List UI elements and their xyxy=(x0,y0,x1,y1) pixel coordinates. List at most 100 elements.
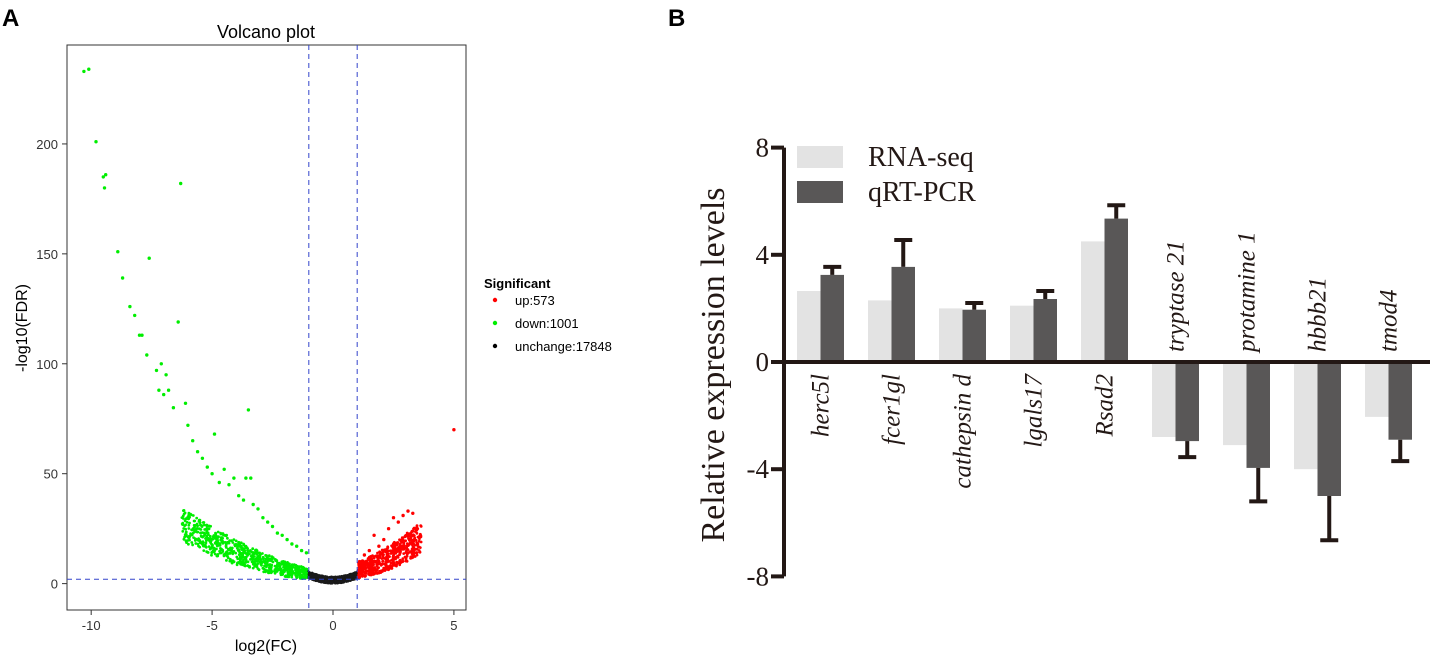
legend-label-down: down:1001 xyxy=(515,316,579,331)
unchange-point xyxy=(315,579,318,583)
down-point xyxy=(195,527,198,531)
down-point xyxy=(214,531,217,535)
down-point xyxy=(237,541,241,545)
unchange-point xyxy=(354,573,357,576)
down-point xyxy=(179,181,183,186)
y-tick-label: 50 xyxy=(44,467,58,482)
up-point xyxy=(411,550,414,553)
up-point xyxy=(376,566,380,570)
down-point xyxy=(301,576,305,580)
down-point xyxy=(271,560,275,564)
down-point xyxy=(201,521,205,524)
unchange-point xyxy=(324,579,327,582)
bar-qrt-pcr xyxy=(962,309,986,362)
unchange-point xyxy=(340,581,343,584)
up-point xyxy=(374,570,378,573)
up-point xyxy=(401,557,405,561)
volcano-y-axis-title: -log10(FDR) xyxy=(14,284,31,372)
up-point xyxy=(385,558,389,562)
up-point xyxy=(357,575,360,579)
down-point xyxy=(279,570,283,574)
volcano-y-ticks: 0 50 100 150 200 xyxy=(36,137,67,592)
up-point xyxy=(358,573,361,576)
down-point xyxy=(295,576,299,579)
y-tick-label: 0 xyxy=(51,577,58,592)
down-point xyxy=(215,537,219,541)
down-point xyxy=(232,538,236,541)
down-point xyxy=(199,523,202,527)
bar-rna-seq xyxy=(1152,362,1176,437)
down-point xyxy=(296,571,299,575)
down-point xyxy=(284,574,288,578)
down-point xyxy=(221,536,225,540)
up-point xyxy=(373,559,376,563)
unchange-point xyxy=(319,576,322,579)
panel-label-a: A xyxy=(2,5,19,32)
up-point xyxy=(389,561,393,565)
down-point xyxy=(181,521,185,525)
down-point xyxy=(241,498,246,502)
down-point xyxy=(243,563,247,566)
x-tick-label: 0 xyxy=(329,618,336,633)
down-point xyxy=(206,536,210,540)
down-point xyxy=(187,523,191,527)
down-point xyxy=(269,564,273,567)
up-point xyxy=(392,544,396,548)
bar-rna-seq xyxy=(939,308,963,362)
down-point xyxy=(246,554,250,557)
up-point xyxy=(368,558,371,562)
bar-qrt-pcr xyxy=(1317,362,1341,496)
down-point xyxy=(256,507,260,511)
down-point xyxy=(248,565,251,568)
down-point xyxy=(259,557,263,561)
up-point xyxy=(384,563,388,566)
down-point xyxy=(279,567,283,571)
gene-label: tmod4 xyxy=(1376,290,1403,353)
down-point xyxy=(237,494,241,498)
down-point xyxy=(217,535,220,539)
down-point xyxy=(209,524,213,528)
up-point xyxy=(388,555,391,558)
down-point xyxy=(251,562,255,566)
up-point xyxy=(357,569,361,573)
down-point xyxy=(238,557,242,561)
unchange-point xyxy=(351,573,354,576)
down-point xyxy=(261,566,265,570)
up-point xyxy=(415,542,420,546)
panel-label-b: B xyxy=(668,5,685,32)
up-point xyxy=(411,545,415,549)
down-point xyxy=(94,140,98,144)
down-point xyxy=(253,555,256,558)
up-point xyxy=(381,550,385,554)
down-point xyxy=(207,545,211,548)
up-point xyxy=(364,559,368,563)
up-point xyxy=(397,547,401,550)
bar-rna-seq xyxy=(1365,362,1389,417)
up-point xyxy=(383,569,387,572)
down-point xyxy=(181,529,185,533)
down-point xyxy=(137,333,142,337)
x-tick-label: -10 xyxy=(82,618,101,633)
up-point xyxy=(376,551,379,555)
up-point xyxy=(375,556,379,559)
down-point xyxy=(227,483,231,487)
unchange-point xyxy=(351,578,354,582)
up-point xyxy=(402,541,406,545)
down-point xyxy=(246,560,250,564)
bar-rna-seq xyxy=(1223,362,1247,446)
up-point xyxy=(369,569,373,572)
down-point xyxy=(145,353,149,357)
down-point xyxy=(190,541,194,544)
down-point xyxy=(305,567,309,571)
down-point xyxy=(159,362,163,366)
up-point xyxy=(372,566,376,570)
down-point xyxy=(219,547,222,550)
down-point xyxy=(195,516,199,520)
down-point xyxy=(294,566,298,570)
unchange-point xyxy=(332,575,335,579)
down-point xyxy=(277,567,281,571)
up-point xyxy=(395,547,398,551)
down-point xyxy=(206,550,210,554)
up-point xyxy=(405,531,409,535)
up-point xyxy=(398,538,401,542)
